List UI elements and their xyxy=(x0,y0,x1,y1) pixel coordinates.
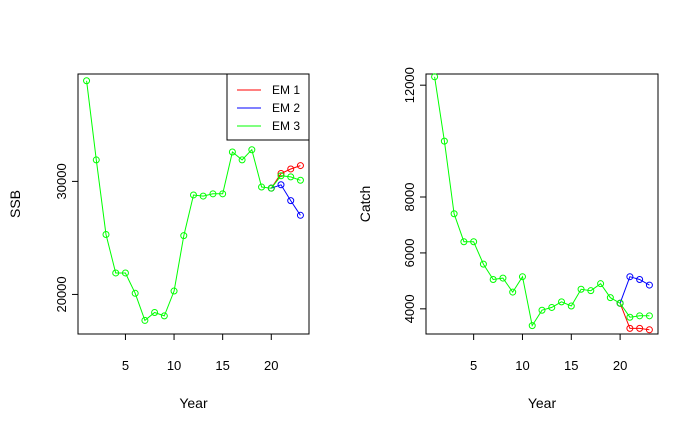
catch-series-em-3-point xyxy=(606,294,614,302)
ssb-series-em-2-point xyxy=(277,181,285,189)
ssb-series-em-3-point xyxy=(121,269,129,277)
catch-series-em-3-point xyxy=(479,260,487,268)
catch-series-em-1-line xyxy=(619,303,650,331)
catch-series-em-2-line xyxy=(619,276,650,304)
catch-y-axis-title: Catch xyxy=(357,186,373,223)
catch-y-tick-label: 8000 xyxy=(402,183,417,212)
ssb-series-em-3-point xyxy=(296,176,304,184)
catch-series-em-3-point xyxy=(460,238,468,246)
catch-series-em-3-point xyxy=(470,238,478,246)
ssb-x-tick-label: 5 xyxy=(122,358,129,373)
ssb-series-em-3-point xyxy=(102,231,110,239)
ssb-series-em-3-point xyxy=(190,191,197,199)
ssb-series-em-3-point xyxy=(131,289,139,297)
ssb-panel: 5 10 15 20 20000 30000 Year SSB EM 1 EM 2 EM 3 xyxy=(7,73,310,411)
catch-series-em-3-point xyxy=(489,275,497,283)
catch-series-em-1-point xyxy=(645,326,653,334)
ssb-x-tick-label: 20 xyxy=(264,358,278,373)
ssb-series-em-3-point xyxy=(238,156,246,164)
ssb-series-em-1-line xyxy=(270,165,301,189)
catch-series-em-3-point xyxy=(538,306,546,314)
ssb-series-em-2-point xyxy=(296,211,304,219)
ssb-x-tick-label: 10 xyxy=(167,358,181,373)
catch-series-em-2-point xyxy=(636,275,644,283)
catch-series-em-3-point xyxy=(548,303,556,311)
ssb-series-em-3-point xyxy=(170,287,178,295)
ssb-series-em-1-point xyxy=(287,165,295,173)
legend-box xyxy=(226,73,310,141)
catch-series-em-3-point xyxy=(626,313,634,321)
ssb-series-em-3-point xyxy=(219,190,227,198)
catch-series-em-3-point xyxy=(518,273,526,281)
legend-label-em-2: EM 2 xyxy=(272,101,300,115)
catch-series-em-3-point xyxy=(509,288,517,296)
ssb-series-em-2-point xyxy=(287,197,295,205)
ssb-series-em-3-point xyxy=(160,312,168,320)
catch-series-em-3-point xyxy=(528,322,536,330)
catch-x-axis-title: Year xyxy=(528,395,557,411)
ssb-y-tick-label: 30000 xyxy=(54,163,69,199)
ssb-series-em-3-point xyxy=(287,173,295,181)
catch-series-em-2-point xyxy=(645,281,653,289)
ssb-series-em-2-line xyxy=(271,184,301,216)
catch-series-em-3-point xyxy=(440,137,448,145)
catch-y-tick-label: 6000 xyxy=(402,238,417,267)
ssb-series-em-3-point xyxy=(180,232,188,240)
ssb-series-em-3-point xyxy=(112,269,120,277)
catch-x-tick-label: 20 xyxy=(613,358,627,373)
legend-label-em-1: EM 1 xyxy=(272,83,300,97)
catch-series-em-3-point xyxy=(597,280,605,288)
ssb-series-em-3-point xyxy=(199,192,207,200)
ssb-series-em-3-point xyxy=(83,77,91,85)
catch-series-em-3-point xyxy=(616,299,624,307)
catch-x-tick-label: 10 xyxy=(515,358,529,373)
catch-series-em-3-point xyxy=(587,287,595,295)
legend: EM 1 EM 2 EM 3 xyxy=(226,73,310,141)
ssb-plot-frame xyxy=(77,73,310,335)
catch-x-tick-label: 5 xyxy=(470,358,477,373)
catch-series-em-1-point xyxy=(636,324,644,332)
ssb-x-axis-title: Year xyxy=(179,395,208,411)
ssb-series-em-3-point xyxy=(228,148,236,156)
catch-series-em-3-line xyxy=(434,76,650,327)
catch-series-em-3-point xyxy=(431,73,439,81)
ssb-series-em-3-point xyxy=(267,184,275,192)
legend-label-em-3: EM 3 xyxy=(272,119,300,133)
catch-series-em-3-point xyxy=(577,285,585,293)
ssb-series-em-1-point xyxy=(296,162,304,170)
ssb-y-axis-title: SSB xyxy=(7,190,23,218)
catch-series-em-3-point xyxy=(558,298,566,306)
catch-series-em-3-point xyxy=(450,210,458,218)
catch-panel: 5 10 15 20 4000 6000 8000 12000 Year Catch xyxy=(357,67,659,411)
catch-y-tick-label: 12000 xyxy=(402,67,417,103)
catch-plot-frame xyxy=(425,73,659,335)
ssb-series-em-3-point xyxy=(209,190,217,198)
ssb-series-em-3-point xyxy=(277,172,285,180)
catch-y-tick-label: 4000 xyxy=(402,294,417,323)
catch-series-em-3-point xyxy=(645,312,653,320)
catch-x-tick-label: 15 xyxy=(564,358,578,373)
catch-series-em-3-point xyxy=(636,312,644,320)
ssb-x-tick-label: 15 xyxy=(215,358,229,373)
ssb-series-em-3-point xyxy=(151,309,159,317)
ssb-series-em-3-point xyxy=(258,183,266,191)
ssb-series-em-3-point xyxy=(248,146,256,154)
ssb-series-em-3-point xyxy=(141,316,149,324)
catch-series-em-3-point xyxy=(499,274,507,282)
catch-series-em-2-point xyxy=(626,273,634,281)
ssb-series-em-3-point xyxy=(92,156,100,164)
ssb-y-tick-label: 20000 xyxy=(54,276,69,312)
catch-series-em-1-point xyxy=(626,324,634,332)
catch-series-em-3-point xyxy=(567,302,575,310)
